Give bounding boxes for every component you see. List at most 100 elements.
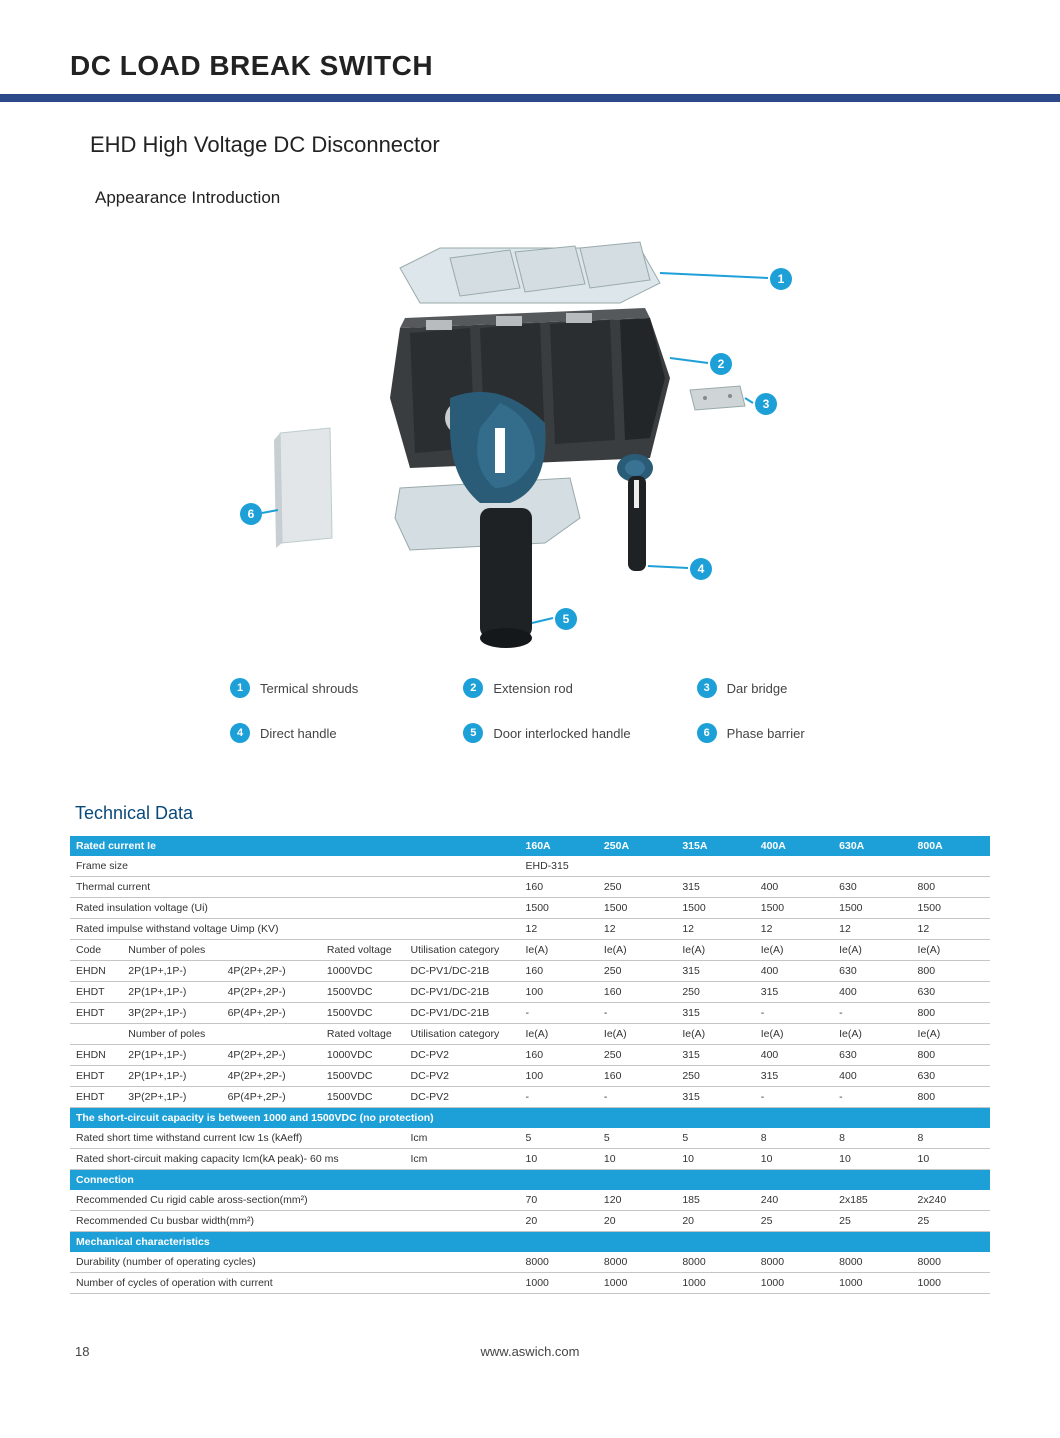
table-cell: 25 xyxy=(833,1211,911,1232)
table-cell: 8000 xyxy=(912,1252,990,1273)
table-cell: 1000VDC xyxy=(321,961,405,982)
table-cell: 2P(1P+,1P-) xyxy=(122,961,221,982)
title-underline xyxy=(0,94,1060,102)
table-cell: Rated voltage xyxy=(321,940,405,961)
table-cell: EHDT xyxy=(70,1066,122,1087)
appearance-heading: Appearance Introduction xyxy=(95,188,990,208)
legend-num: 5 xyxy=(463,723,483,743)
table-cell: 2P(1P+,1P-) xyxy=(122,1045,221,1066)
legend-num: 1 xyxy=(230,678,250,698)
table-cell: 630 xyxy=(912,1066,990,1087)
table-cell: 315 xyxy=(676,877,754,898)
table-cell: Mechanical characteristics xyxy=(70,1232,990,1253)
table-cell: 2P(1P+,1P-) xyxy=(122,1066,221,1087)
table-cell: EHDT xyxy=(70,1087,122,1108)
table-cell: 1500 xyxy=(912,898,990,919)
table-cell: 800 xyxy=(912,1003,990,1024)
table-cell: 12 xyxy=(520,919,598,940)
table-cell: EHD-315 xyxy=(520,856,598,877)
main-title: DC LOAD BREAK SWITCH xyxy=(70,50,990,82)
table-cell: Ie(A) xyxy=(833,1024,911,1045)
table-cell: 10 xyxy=(755,1149,833,1170)
table-cell: 160 xyxy=(598,982,676,1003)
table-cell: 1000VDC xyxy=(321,1045,405,1066)
table-cell: Rated impulse withstand voltage Uimp (KV… xyxy=(70,919,520,940)
legend-label: Direct handle xyxy=(260,726,337,741)
diagram-callout-4: 4 xyxy=(690,558,712,580)
table-cell: Utilisation category xyxy=(405,1024,520,1045)
page-footer: 18 www.aswich.com xyxy=(70,1344,990,1359)
table-cell: Ie(A) xyxy=(755,1024,833,1045)
table-cell: Ie(A) xyxy=(520,1024,598,1045)
table-cell: 400 xyxy=(755,1045,833,1066)
table-cell: Ie(A) xyxy=(598,1024,676,1045)
table-cell: 10 xyxy=(912,1149,990,1170)
table-cell: 250A xyxy=(598,836,676,856)
table-cell: 5 xyxy=(520,1128,598,1149)
table-cell: 800 xyxy=(912,877,990,898)
table-cell: Ie(A) xyxy=(912,1024,990,1045)
table-cell: 250 xyxy=(676,982,754,1003)
table-cell: - xyxy=(598,1003,676,1024)
table-cell: 25 xyxy=(755,1211,833,1232)
table-cell: Rated short time withstand current Icw 1… xyxy=(70,1128,405,1149)
table-cell: 10 xyxy=(598,1149,676,1170)
technical-data-heading: Technical Data xyxy=(75,803,990,824)
legend-num: 6 xyxy=(697,723,717,743)
table-cell: 400 xyxy=(833,1066,911,1087)
table-cell: Icm xyxy=(405,1128,520,1149)
table-cell: 3P(2P+,1P-) xyxy=(122,1003,221,1024)
legend-label: Door interlocked handle xyxy=(493,726,630,741)
table-cell: The short-circuit capacity is between 10… xyxy=(70,1108,990,1129)
table-cell: 2P(1P+,1P-) xyxy=(122,982,221,1003)
legend-label: Phase barrier xyxy=(727,726,805,741)
legend-label: Dar bridge xyxy=(727,681,788,696)
legend-item: 4 Direct handle xyxy=(230,723,423,743)
table-cell: 6P(4P+,2P-) xyxy=(222,1087,321,1108)
table-cell: 630 xyxy=(833,877,911,898)
table-cell: Code xyxy=(70,940,122,961)
table-cell: Number of cycles of operation with curre… xyxy=(70,1273,520,1294)
table-cell: 315 xyxy=(676,1087,754,1108)
table-cell: 12 xyxy=(676,919,754,940)
table-cell: 8 xyxy=(833,1128,911,1149)
diagram-callout-3: 3 xyxy=(755,393,777,415)
table-cell: Ie(A) xyxy=(755,940,833,961)
table-cell: EHDT xyxy=(70,1003,122,1024)
diagram-callout-2: 2 xyxy=(710,353,732,375)
table-cell: EHDN xyxy=(70,961,122,982)
page-number: 18 xyxy=(75,1344,89,1359)
table-cell: 5 xyxy=(598,1128,676,1149)
legend-item: 6 Phase barrier xyxy=(697,723,890,743)
legend-item: 2Extension rod xyxy=(463,678,656,698)
table-cell: 800 xyxy=(912,1087,990,1108)
table-cell: 400 xyxy=(833,982,911,1003)
table-cell: 240 xyxy=(755,1190,833,1211)
table-cell: 800 xyxy=(912,961,990,982)
table-cell: 400 xyxy=(755,961,833,982)
table-cell: 8000 xyxy=(676,1252,754,1273)
table-cell: - xyxy=(833,1087,911,1108)
legend-num: 3 xyxy=(697,678,717,698)
table-cell: Durability (number of operating cycles) xyxy=(70,1252,520,1273)
product-diagram: 123456 xyxy=(150,228,910,658)
table-cell xyxy=(755,856,833,877)
table-cell: 315 xyxy=(676,1003,754,1024)
table-cell: EHDN xyxy=(70,1045,122,1066)
table-cell: 12 xyxy=(755,919,833,940)
table-cell: 70 xyxy=(520,1190,598,1211)
table-cell: 10 xyxy=(833,1149,911,1170)
table-cell: 185 xyxy=(676,1190,754,1211)
footer-url: www.aswich.com xyxy=(481,1344,580,1359)
table-cell: 160A xyxy=(520,836,598,856)
legend-num: 4 xyxy=(230,723,250,743)
table-cell: 1000 xyxy=(912,1273,990,1294)
table-cell: 160 xyxy=(520,961,598,982)
table-cell: 160 xyxy=(520,1045,598,1066)
table-cell: 1500 xyxy=(833,898,911,919)
table-cell: 1000 xyxy=(520,1273,598,1294)
table-cell: 2x185 xyxy=(833,1190,911,1211)
table-cell: Thermal current xyxy=(70,877,520,898)
table-cell: Rated short-circuit making capacity Icm(… xyxy=(70,1149,405,1170)
table-cell xyxy=(912,856,990,877)
